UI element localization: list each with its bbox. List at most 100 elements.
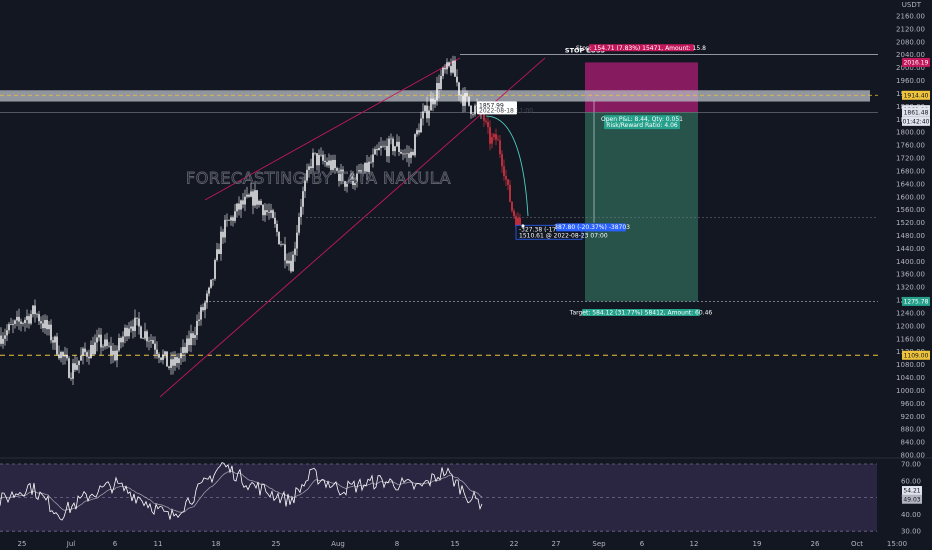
candle-body <box>240 200 242 210</box>
candle-body <box>392 138 394 152</box>
candle-body <box>464 93 466 106</box>
time-axis-label: 25 <box>272 540 281 548</box>
candle-body <box>406 153 408 154</box>
candle-body <box>432 98 434 105</box>
candle-body <box>505 175 507 180</box>
price-axis-tick: 880.00 <box>901 426 926 434</box>
candle-body <box>491 137 493 144</box>
candle-body <box>348 181 350 183</box>
price-axis-tick: 920.00 <box>901 413 926 421</box>
candle-body <box>162 354 164 360</box>
candle-body <box>10 324 12 325</box>
time-axis-label: 15:00 <box>887 540 907 548</box>
candle-body <box>366 162 368 173</box>
candle-body <box>206 293 208 303</box>
time-axis-label: 18 <box>212 540 221 548</box>
price-axis-tick: 1440.00 <box>896 245 925 253</box>
candle-body <box>122 336 124 343</box>
rsi-value-tag-box <box>902 486 922 496</box>
candle-body <box>24 319 26 324</box>
candle-body <box>80 355 82 361</box>
candle-body <box>497 139 499 141</box>
price-axis-tick: 2120.00 <box>896 25 925 33</box>
candle-body <box>126 327 128 337</box>
candle-body <box>184 347 186 353</box>
price-axis-tick: 1960.00 <box>896 77 925 85</box>
time-axis-label: 8 <box>395 540 399 548</box>
time-axis-label: Oct <box>851 540 863 548</box>
candle-body <box>86 352 88 357</box>
rsi-value-tag: 54.21 <box>903 488 920 495</box>
support-price-tag-box <box>902 350 930 360</box>
candle-body <box>94 342 96 355</box>
candle-body <box>112 350 114 355</box>
candle-body <box>308 166 310 170</box>
candle-body <box>152 340 154 344</box>
candle-body <box>350 172 352 182</box>
candle-body <box>485 120 487 122</box>
candle-body <box>499 140 501 155</box>
price-axis-tick: 1040.00 <box>896 374 925 382</box>
candle-body <box>242 200 244 205</box>
candle-body <box>422 111 424 119</box>
candle-body <box>166 351 168 367</box>
candle-body <box>444 67 446 70</box>
gray-level-price-tag: 1914.40 <box>904 92 929 99</box>
candle-body <box>344 181 346 187</box>
price-axis-tick: 2000.00 <box>896 64 925 72</box>
candle-body <box>368 161 370 173</box>
candle-body <box>116 350 118 361</box>
candle-body <box>519 218 521 226</box>
candle-body <box>188 338 190 346</box>
candle-body <box>278 231 280 245</box>
candle-body <box>78 360 80 366</box>
candle-body <box>458 82 460 96</box>
price-axis-tick: 1640.00 <box>896 180 925 188</box>
candle-body <box>426 105 428 119</box>
countdown-tag: 01:42:40 <box>903 119 930 126</box>
candle-body <box>14 320 16 324</box>
candle-body <box>138 318 140 327</box>
candle-body <box>196 320 198 336</box>
rsi-axis-tick: 40.00 <box>901 511 921 519</box>
candle-body <box>174 357 176 366</box>
candle-body <box>28 316 30 324</box>
price-axis-tick: 1000.00 <box>896 387 925 395</box>
candle-body <box>334 159 336 169</box>
candle-body <box>483 113 485 121</box>
candle-body <box>134 317 136 332</box>
candle-body <box>26 316 28 320</box>
candle-body <box>258 200 260 205</box>
candle-body <box>110 345 112 355</box>
candle-body <box>108 345 110 347</box>
candle-body <box>298 216 300 233</box>
candle-body <box>288 260 290 264</box>
candle-body <box>254 190 256 206</box>
candle-body <box>264 210 266 216</box>
candle-body <box>250 191 252 197</box>
candle-body <box>330 160 332 170</box>
candle-body <box>230 217 232 221</box>
candle-body <box>222 231 224 238</box>
price-axis-tick: 1760.00 <box>896 142 925 150</box>
candle-body <box>386 146 388 157</box>
candle-body <box>280 244 282 245</box>
candle-body <box>34 305 36 315</box>
candle-body <box>58 354 60 359</box>
candle-body <box>20 321 22 324</box>
measure-box <box>556 223 626 232</box>
price-axis-tick: 960.00 <box>901 400 926 408</box>
countdown-tag-box <box>902 116 930 126</box>
time-axis-label: Sep <box>592 540 606 548</box>
candle-body <box>316 153 318 166</box>
candle-body <box>92 345 94 355</box>
time-axis-label: 25 <box>18 540 27 548</box>
candle-body <box>517 218 519 226</box>
candle-body <box>378 147 380 151</box>
candle-body <box>42 323 44 329</box>
candle-body <box>46 319 48 330</box>
candle-body <box>312 152 314 169</box>
candle-body <box>72 363 74 379</box>
candle-body <box>266 210 268 213</box>
